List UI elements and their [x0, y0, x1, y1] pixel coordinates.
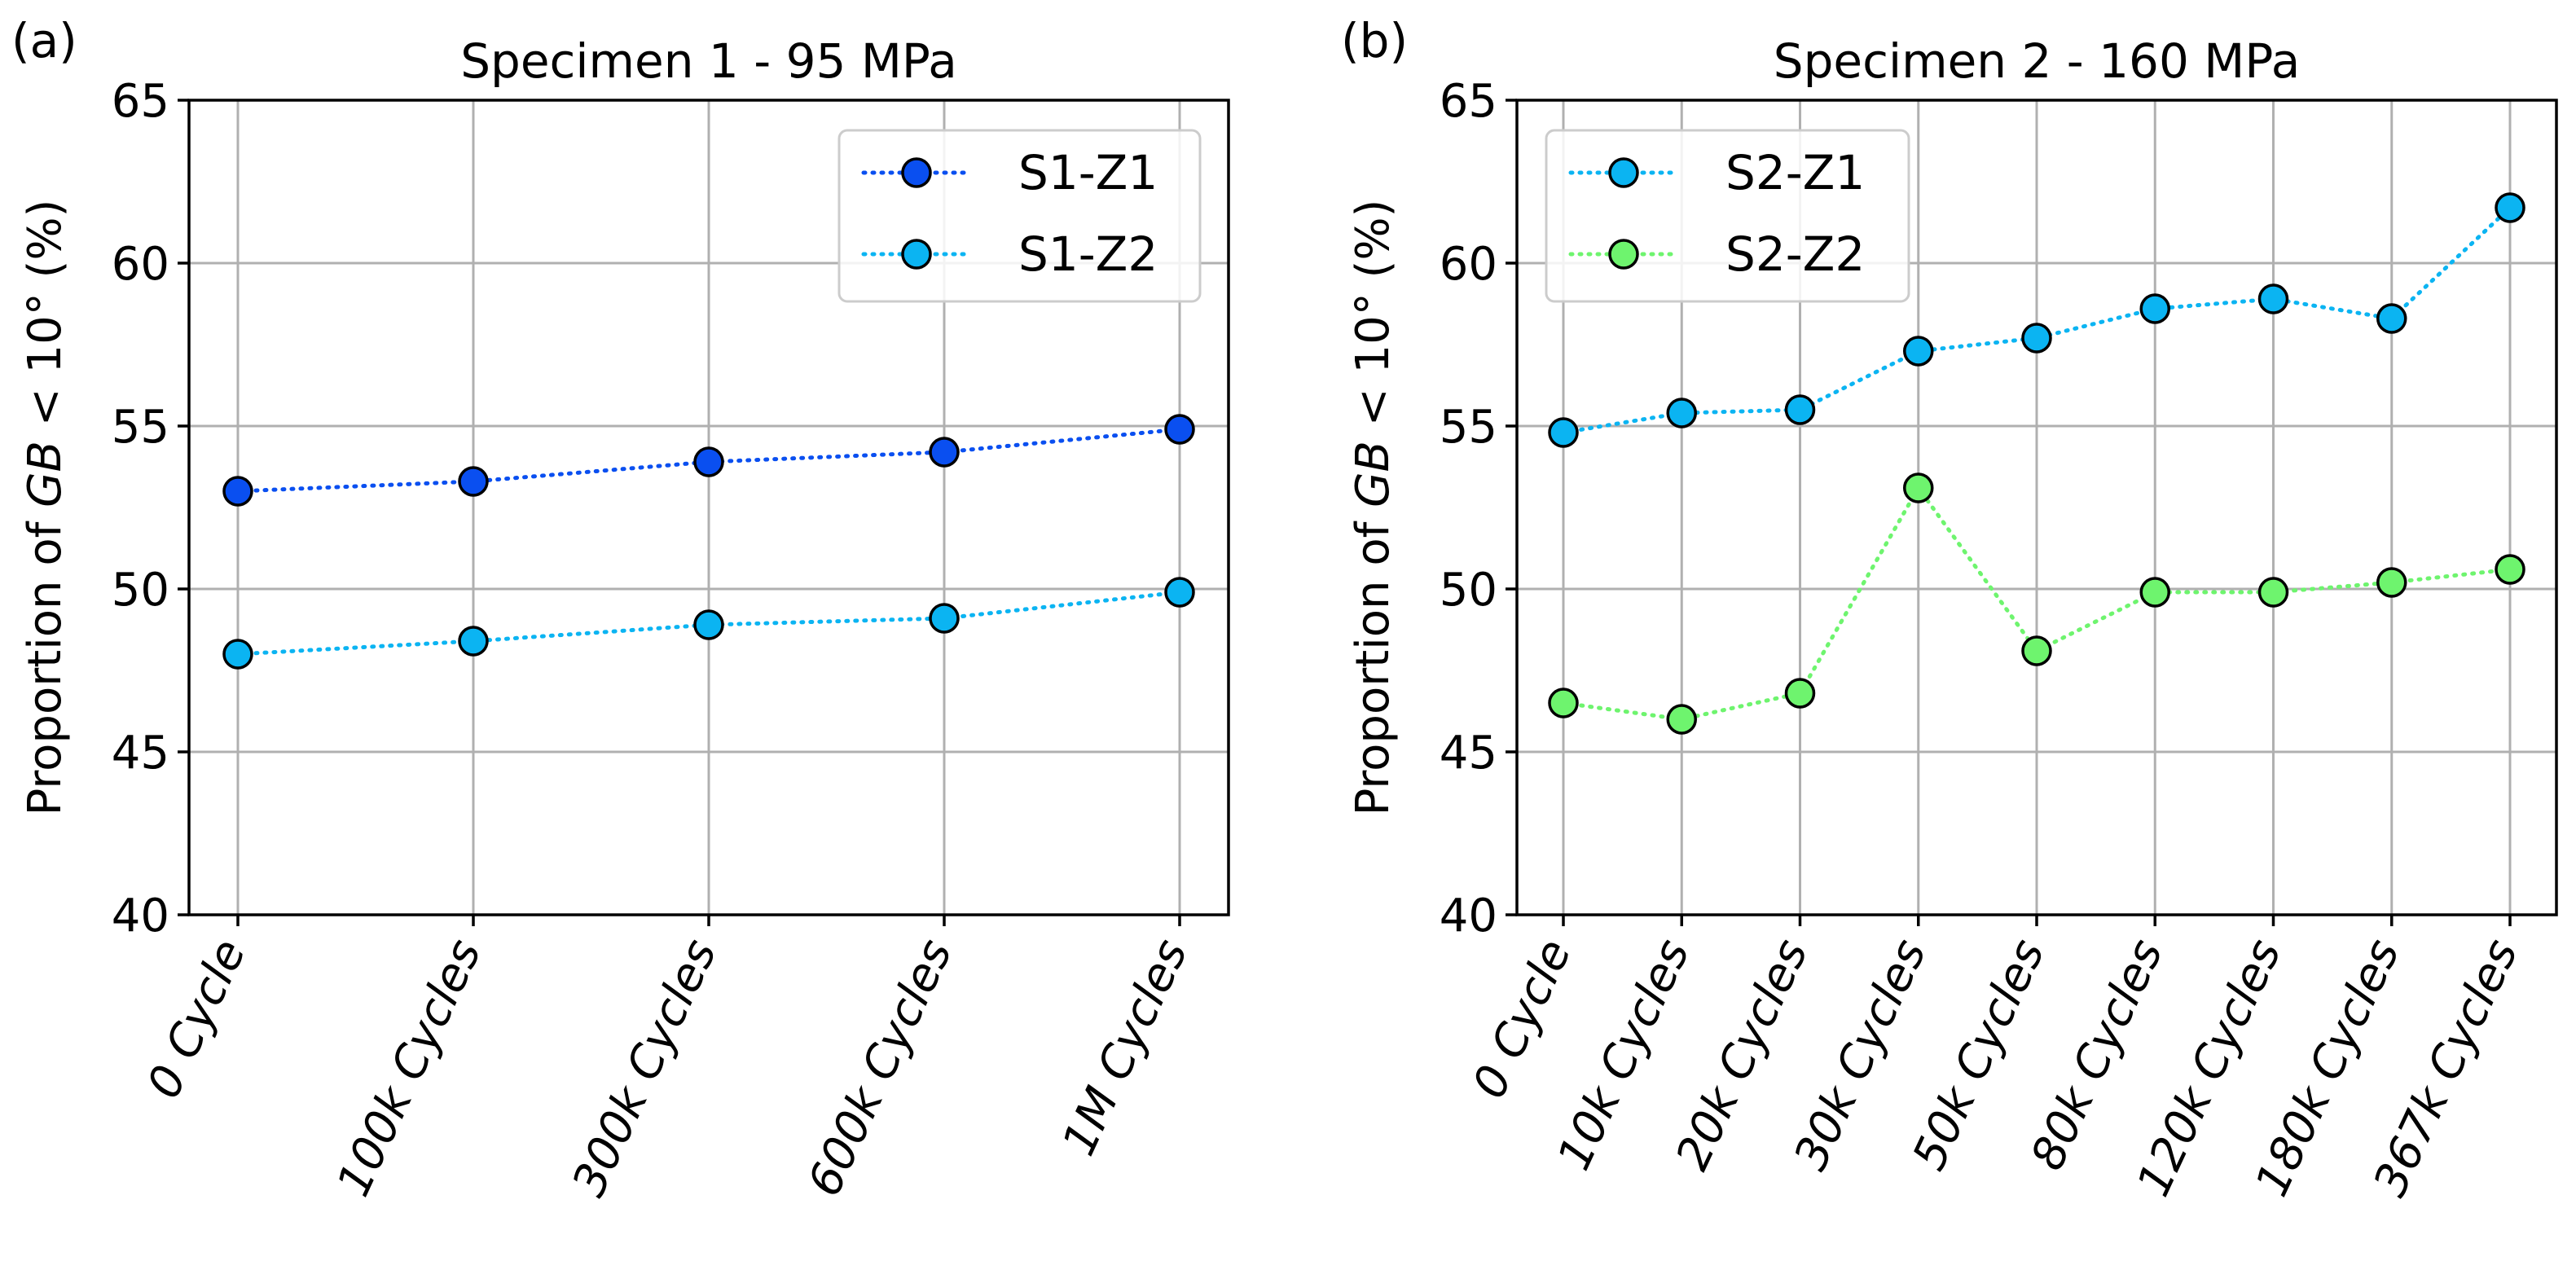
data-point-s1-z1	[929, 437, 960, 468]
y-axis-label-prefix: Proportion of	[19, 507, 72, 816]
data-point-s2-z1	[2139, 293, 2170, 324]
data-point-s1-z2	[693, 609, 724, 640]
data-point-s1-z1	[693, 446, 724, 477]
data-point-s2-z2	[2257, 577, 2289, 608]
y-tick-label: 65	[1440, 75, 1497, 128]
data-point-s2-z2	[2495, 554, 2525, 585]
y-axis-label-prefix: Proportion of	[1347, 507, 1400, 816]
data-point-s2-z2	[1903, 472, 1934, 503]
legend-marker	[1608, 239, 1639, 270]
panel-a: 40 45 50 55 60 65 0 Cycle 100k Cycles 300k Cycle…	[11, 13, 1230, 1204]
data-point-s2-z2	[2376, 567, 2407, 598]
y-tick-label: 50	[1440, 564, 1497, 617]
data-point-s2-z1	[2495, 192, 2525, 223]
data-point-s2-z2	[1784, 678, 1816, 709]
y-axis-label: Proportion of GB < 10° (%)	[19, 200, 72, 816]
y-axis-label: Proportion of GB < 10° (%)	[1347, 200, 1400, 816]
y-tick-label: 60	[112, 238, 169, 291]
data-point-s2-z1	[2021, 323, 2052, 354]
data-point-s2-z2	[1548, 688, 1579, 718]
legend-marker	[901, 157, 932, 188]
y-tick-label: 40	[1440, 890, 1497, 942]
legend-label: S1-Z1	[1018, 145, 1158, 200]
data-point-s1-z1	[458, 466, 489, 497]
panel-label: (b)	[1341, 13, 1408, 68]
y-tick-label: 45	[112, 727, 169, 780]
data-point-s2-z1	[2257, 283, 2289, 314]
data-point-s1-z2	[929, 603, 960, 634]
legend-label: S2-Z2	[1725, 226, 1865, 282]
y-tick-label: 65	[112, 75, 169, 128]
x-tick-label: 600k Cycles	[798, 931, 962, 1204]
x-tick-label: 0 Cycle	[1463, 931, 1582, 1106]
data-point-s2-z1	[1784, 394, 1816, 425]
data-point-s2-z1	[1666, 398, 1697, 428]
legend-marker	[1608, 157, 1639, 188]
data-point-s1-z2	[222, 639, 253, 670]
x-tick-label: 300k Cycles	[562, 931, 727, 1204]
y-axis-label-symbol: GB	[1347, 441, 1400, 507]
data-point-s2-z1	[2376, 303, 2407, 334]
panel-label: (a)	[11, 13, 77, 68]
data-point-s2-z1	[1903, 336, 1934, 367]
x-tick-label: 1M Cycles	[1053, 931, 1198, 1163]
y-tick-label: 60	[1440, 238, 1497, 291]
y-tick-label: 55	[112, 401, 169, 454]
y-tick-label: 40	[112, 890, 169, 942]
data-point-s1-z2	[1164, 577, 1195, 608]
y-tick-label: 55	[1440, 401, 1497, 454]
data-point-s2-z2	[2021, 635, 2052, 666]
data-point-s2-z2	[2139, 577, 2170, 608]
data-point-s2-z1	[1548, 417, 1579, 448]
y-axis-label-suffix: < 10° (%)	[19, 200, 72, 442]
chart-title: Specimen 1 - 95 MPa	[460, 33, 957, 89]
series-line-s2-z2	[1561, 484, 2512, 722]
legend-label: S2-Z1	[1725, 145, 1865, 200]
y-tick-label: 45	[1440, 727, 1497, 780]
data-point-s1-z2	[458, 626, 489, 657]
data-point-s1-z1	[1164, 414, 1195, 445]
x-tick-label: 100k Cycles	[327, 931, 491, 1204]
series-line-s2-z1	[1561, 205, 2512, 435]
legend-label: S1-Z2	[1018, 226, 1158, 282]
y-tick-label: 50	[112, 564, 169, 617]
legend-marker	[901, 239, 932, 270]
data-point-s2-z2	[1666, 704, 1697, 735]
y-axis-label-symbol: GB	[19, 441, 72, 507]
y-axis-label-suffix: < 10° (%)	[1347, 200, 1400, 442]
x-tick-label: 0 Cycle	[138, 931, 257, 1106]
chart-title: Specimen 2 - 160 MPa	[1774, 33, 2301, 89]
data-point-s1-z1	[222, 476, 253, 507]
